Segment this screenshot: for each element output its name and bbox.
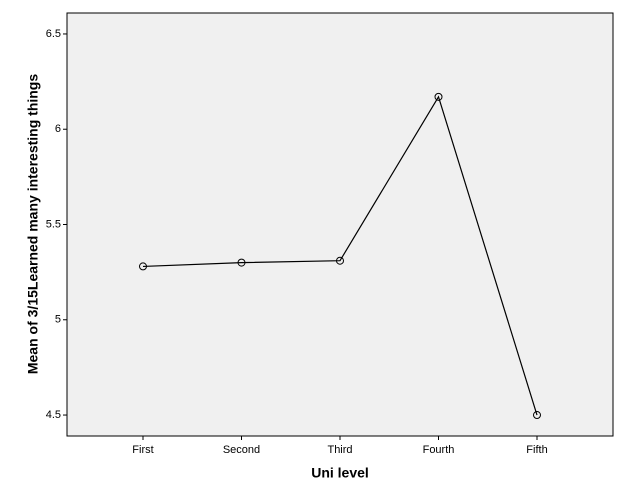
y-axis-title: Mean of 3/15Learned many interesting thi… xyxy=(25,74,41,375)
point xyxy=(237,258,246,267)
y-tick-label: 5.5 xyxy=(46,218,61,230)
line xyxy=(142,95,538,416)
x-tick-label: Second xyxy=(223,444,260,456)
x-tick-label: Fifth xyxy=(526,444,547,456)
point xyxy=(533,411,541,420)
x-tick-label: First xyxy=(132,444,153,456)
x-tick-label: Fourth xyxy=(423,444,455,456)
x-tick-label: Third xyxy=(327,444,352,456)
x-axis-title: Uni level xyxy=(311,465,369,481)
point xyxy=(139,262,147,271)
point xyxy=(336,256,344,265)
y-tick-label: 6 xyxy=(55,123,61,135)
point xyxy=(434,92,443,101)
y-tick-label: 4.5 xyxy=(46,409,61,421)
y-tick-label: 5 xyxy=(55,314,61,326)
y-tick-label: 6.5 xyxy=(46,28,61,40)
plot-area xyxy=(66,12,614,437)
